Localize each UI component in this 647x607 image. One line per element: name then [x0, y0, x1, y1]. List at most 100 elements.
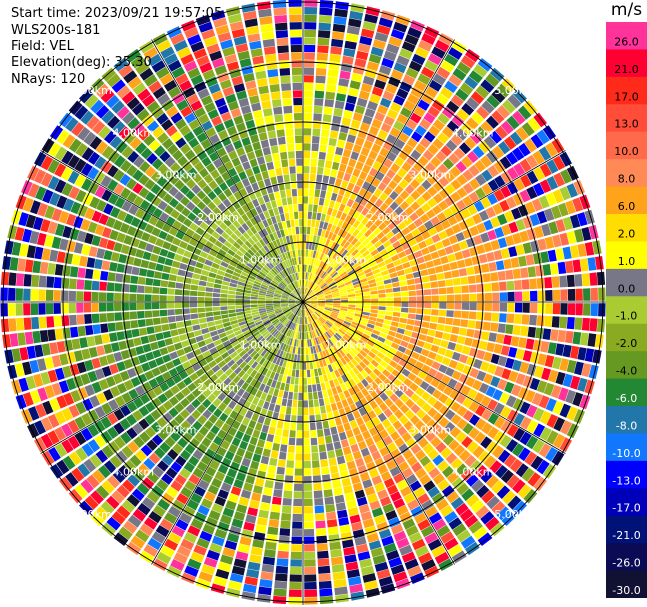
range-gate-cell	[229, 410, 239, 420]
range-gate-cell	[411, 538, 426, 551]
range-gate-cell	[530, 455, 544, 470]
range-gate-cell	[95, 83, 110, 98]
range-gate-cell	[295, 316, 299, 324]
range-gate-cell	[149, 341, 159, 351]
range-gate-cell	[536, 210, 548, 224]
range-gate-cell	[195, 368, 205, 377]
range-gate-cell	[284, 268, 290, 276]
range-gate-cell	[506, 280, 515, 291]
range-gate-cell	[417, 73, 431, 85]
range-gate-cell	[387, 109, 399, 120]
range-gate-cell	[209, 347, 218, 355]
range-gate-cell	[172, 93, 185, 105]
range-gate-cell	[303, 188, 309, 197]
range-gate-cell	[348, 158, 357, 168]
range-gate-cell	[238, 423, 247, 433]
range-gate-cell	[151, 397, 162, 408]
range-gate-cell	[266, 294, 274, 298]
range-gate-cell	[23, 303, 31, 316]
range-gate-cell	[101, 522, 117, 537]
range-gate-cell	[304, 0, 318, 7]
range-gate-cell	[254, 380, 262, 390]
range-gate-cell	[333, 154, 342, 163]
colorbar-swatch	[606, 214, 647, 242]
range-gate-cell	[284, 344, 289, 352]
range-gate-cell	[277, 45, 289, 54]
range-gate-cell	[317, 306, 325, 310]
range-gate-cell	[211, 334, 220, 342]
range-gate-cell	[472, 445, 485, 459]
range-gate-cell	[415, 314, 424, 321]
range-gate-cell	[204, 259, 213, 267]
azimuth-spoke	[302, 39, 455, 303]
range-gate-cell	[316, 352, 322, 361]
range-gate-cell	[427, 143, 439, 156]
range-gate-cell	[270, 337, 277, 345]
range-gate-cell	[310, 437, 318, 446]
range-gate-cell	[265, 226, 272, 235]
range-gate-cell	[284, 319, 290, 327]
range-gate-cell	[359, 472, 370, 482]
range-gate-cell	[188, 119, 200, 130]
range-gate-cell	[267, 465, 277, 474]
range-gate-cell	[139, 199, 151, 211]
range-gate-cell	[313, 197, 320, 205]
range-gate-cell	[550, 329, 559, 342]
range-gate-cell	[261, 494, 272, 504]
range-gate-cell	[508, 246, 518, 257]
range-gate-cell	[322, 285, 329, 291]
range-gate-cell	[261, 170, 270, 180]
range-gate-cell	[268, 285, 276, 290]
range-gate-cell	[401, 227, 411, 236]
range-gate-cell	[217, 192, 227, 202]
range-gate-cell	[287, 452, 295, 461]
range-gate-cell	[333, 353, 340, 361]
range-gate-cell	[372, 368, 382, 377]
range-gate-cell	[276, 420, 284, 429]
range-gate-cell	[220, 440, 231, 450]
range-gate-cell	[296, 288, 300, 296]
range-gate-cell	[258, 292, 266, 296]
range-gate-cell	[436, 212, 447, 222]
range-gate-cell	[4, 349, 14, 364]
range-gate-cell	[333, 394, 341, 403]
range-gate-cell	[33, 216, 44, 231]
range-gate-cell	[385, 292, 394, 298]
range-gate-cell	[340, 156, 350, 165]
range-gate-cell	[358, 407, 367, 417]
range-gate-cell	[270, 379, 277, 388]
range-gate-cell	[303, 249, 306, 257]
range-gate-cell	[474, 160, 486, 173]
range-gate-cell	[354, 313, 362, 318]
range-gate-cell	[137, 502, 151, 516]
range-gate-cell	[115, 140, 128, 154]
range-gate-cell	[259, 288, 267, 292]
range-gate-cell	[259, 239, 266, 247]
range-gate-cell	[333, 263, 340, 270]
range-gate-cell	[29, 230, 40, 245]
range-gate-cell	[235, 308, 244, 313]
range-gate-cell	[17, 332, 26, 346]
range-gate-cell	[598, 287, 606, 301]
range-gate-cell	[530, 303, 538, 314]
range-gate-cell	[487, 412, 499, 425]
range-gate-cell	[125, 255, 135, 265]
range-gate-cell	[252, 141, 262, 151]
range-gate-cell	[294, 128, 303, 136]
range-gate-cell	[282, 429, 289, 438]
range-gate-cell	[263, 210, 271, 219]
range-gate-cell	[304, 597, 318, 605]
range-gate-cell	[331, 161, 340, 171]
range-gate-cell	[260, 571, 274, 581]
range-gate-cell	[288, 299, 296, 301]
range-gate-cell	[170, 559, 185, 571]
range-gate-cell	[224, 344, 233, 351]
range-gate-cell	[120, 160, 132, 173]
range-gate-cell	[246, 367, 254, 375]
colorbar-swatch	[606, 406, 647, 434]
range-gate-cell	[310, 302, 318, 304]
range-gate-cell	[369, 400, 378, 410]
range-gate-cell	[472, 379, 483, 391]
range-gate-cell	[390, 254, 400, 262]
range-gate-cell	[0, 271, 10, 286]
